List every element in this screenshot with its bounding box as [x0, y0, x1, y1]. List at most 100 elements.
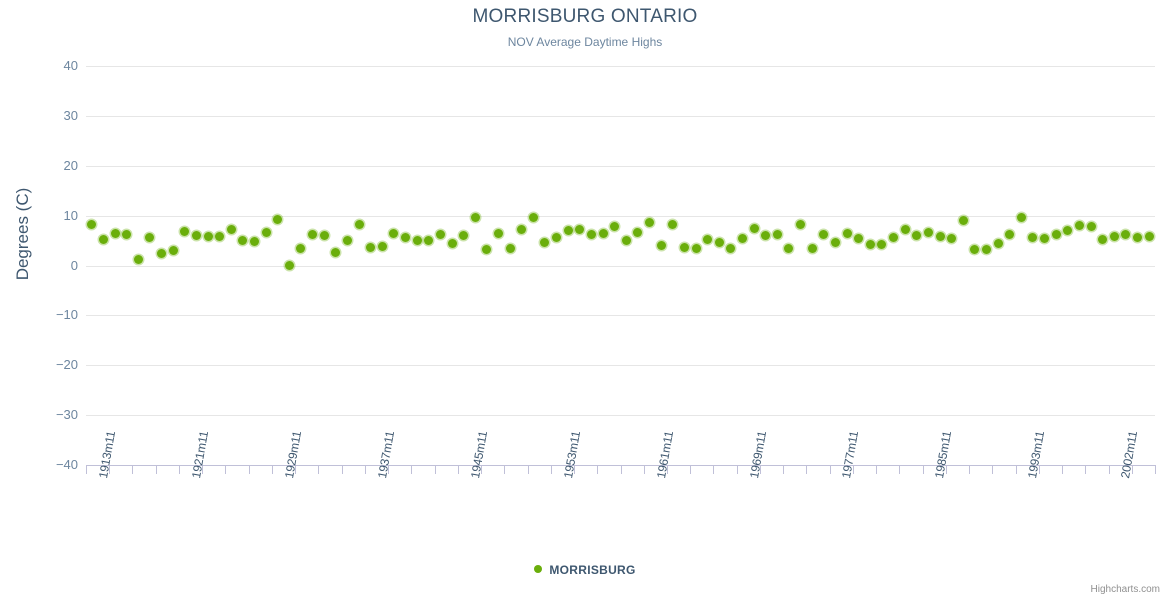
data-point[interactable] — [668, 219, 678, 229]
data-point[interactable] — [772, 230, 782, 240]
data-point[interactable] — [819, 230, 829, 240]
data-point[interactable] — [563, 226, 573, 236]
data-point[interactable] — [203, 231, 213, 241]
data-point[interactable] — [1144, 231, 1154, 241]
data-point[interactable] — [1063, 225, 1073, 235]
data-point[interactable] — [749, 223, 759, 233]
data-point[interactable] — [342, 235, 352, 245]
data-point[interactable] — [889, 232, 899, 242]
data-point[interactable] — [598, 229, 608, 239]
data-point[interactable] — [505, 244, 515, 254]
data-point[interactable] — [1121, 229, 1131, 239]
data-point[interactable] — [180, 227, 190, 237]
data-point[interactable] — [412, 236, 422, 246]
data-point[interactable] — [401, 232, 411, 242]
data-point[interactable] — [98, 234, 108, 244]
data-point[interactable] — [238, 236, 248, 246]
data-point[interactable] — [215, 231, 225, 241]
data-point[interactable] — [552, 233, 562, 243]
data-point[interactable] — [645, 217, 655, 227]
data-point[interactable] — [459, 230, 469, 240]
data-point[interactable] — [354, 220, 364, 230]
data-point[interactable] — [796, 220, 806, 230]
data-point[interactable] — [656, 241, 666, 251]
data-point[interactable] — [377, 242, 387, 252]
data-point[interactable] — [1016, 212, 1026, 222]
data-point[interactable] — [1098, 235, 1108, 245]
data-point[interactable] — [87, 219, 97, 229]
data-point[interactable] — [424, 235, 434, 245]
gridline — [86, 115, 1155, 117]
data-point[interactable] — [517, 225, 527, 235]
data-point[interactable] — [447, 239, 457, 249]
data-point[interactable] — [865, 240, 875, 250]
data-point[interactable] — [540, 238, 550, 248]
data-point[interactable] — [435, 230, 445, 240]
data-point[interactable] — [900, 224, 910, 234]
data-point[interactable] — [738, 234, 747, 244]
data-point[interactable] — [993, 239, 1003, 249]
data-point[interactable] — [493, 228, 503, 238]
x-axis-labels: 1913m11 1921m11 1929m11 1937m11 1945m11 1953m… — [86, 430, 1156, 555]
data-point[interactable] — [319, 230, 329, 240]
data-point[interactable] — [761, 231, 771, 241]
data-point[interactable] — [912, 231, 922, 241]
data-point[interactable] — [191, 230, 201, 240]
data-point[interactable] — [842, 228, 852, 238]
data-point[interactable] — [1040, 233, 1050, 243]
data-point[interactable] — [575, 224, 585, 234]
data-point[interactable] — [1074, 221, 1084, 231]
data-point[interactable] — [331, 248, 341, 258]
data-point[interactable] — [784, 244, 794, 254]
data-point[interactable] — [923, 228, 933, 238]
x-axis-tick — [1131, 465, 1133, 474]
data-point[interactable] — [366, 243, 376, 253]
data-point[interactable] — [168, 246, 178, 256]
data-point[interactable] — [1051, 229, 1061, 239]
data-point[interactable] — [482, 245, 492, 255]
highcharts-credit[interactable]: Highcharts.com — [1090, 584, 1160, 595]
data-point[interactable] — [726, 244, 736, 254]
data-point[interactable] — [714, 237, 724, 247]
data-point[interactable] — [982, 244, 992, 254]
data-point[interactable] — [249, 237, 259, 247]
data-point[interactable] — [470, 212, 480, 222]
x-axis-tick — [225, 465, 227, 474]
data-point[interactable] — [133, 254, 143, 264]
data-point[interactable] — [621, 235, 631, 245]
data-point[interactable] — [830, 237, 840, 247]
data-point[interactable] — [958, 216, 968, 226]
data-point[interactable] — [586, 230, 596, 240]
data-point[interactable] — [877, 240, 887, 250]
data-point[interactable] — [854, 234, 864, 244]
data-point[interactable] — [157, 249, 167, 259]
data-point[interactable] — [122, 230, 132, 240]
data-point[interactable] — [1028, 233, 1038, 243]
data-point[interactable] — [308, 229, 318, 239]
legend-item[interactable]: MORRISBURG — [534, 562, 635, 577]
data-point[interactable] — [633, 227, 643, 237]
data-point[interactable] — [1005, 230, 1015, 240]
data-point[interactable] — [807, 243, 817, 253]
data-point[interactable] — [273, 215, 283, 225]
x-axis-tick — [271, 465, 273, 474]
data-point[interactable] — [226, 224, 236, 234]
data-point[interactable] — [703, 235, 713, 245]
data-point[interactable] — [691, 243, 701, 253]
data-point[interactable] — [110, 229, 120, 239]
data-point[interactable] — [284, 260, 294, 270]
data-point[interactable] — [389, 229, 399, 239]
data-point[interactable] — [970, 245, 980, 255]
data-point[interactable] — [947, 234, 957, 244]
gridline — [86, 215, 1155, 217]
data-point[interactable] — [1086, 222, 1096, 232]
data-point[interactable] — [528, 212, 538, 222]
data-point[interactable] — [261, 227, 271, 237]
data-point[interactable] — [679, 242, 689, 252]
data-point[interactable] — [145, 233, 155, 243]
data-point[interactable] — [1109, 231, 1119, 241]
data-point[interactable] — [935, 231, 945, 241]
data-point[interactable] — [296, 243, 306, 253]
data-point[interactable] — [1133, 232, 1143, 242]
data-point[interactable] — [610, 222, 620, 232]
